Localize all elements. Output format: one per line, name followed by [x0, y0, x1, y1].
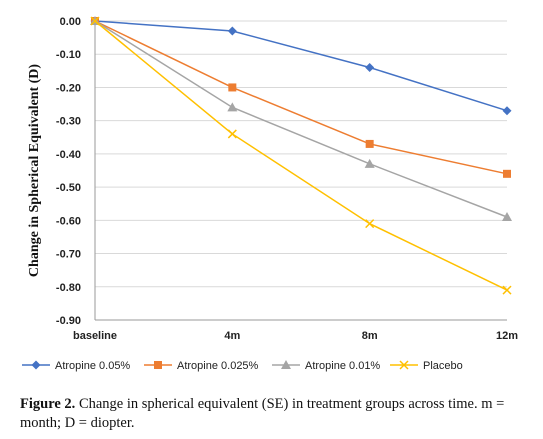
data-point-series-4 — [365, 219, 375, 229]
legend-marker — [154, 361, 162, 369]
legend-marker — [31, 360, 41, 370]
y-axis-label: Change in Spherical Equivalent (D) — [27, 64, 42, 277]
data-point-series-3 — [227, 102, 238, 112]
y-tick-label: -0.90 — [56, 315, 81, 327]
legend-label: Atropine 0.01% — [305, 360, 380, 372]
y-tick-label: -0.80 — [56, 282, 81, 294]
data-point-series-3 — [502, 212, 512, 222]
data-point-series-4 — [90, 16, 100, 26]
figure-caption: Figure 2. Change in spherical equivalent… — [20, 395, 532, 433]
series-line-4 — [94, 20, 508, 291]
legend-marker — [281, 360, 291, 369]
legend-label: Atropine 0.05% — [55, 360, 130, 372]
y-tick-label: -0.10 — [56, 49, 81, 61]
x-tick-label: baseline — [73, 330, 117, 342]
x-tick-label: 8m — [362, 330, 378, 342]
y-tick-label: 0.00 — [60, 16, 81, 28]
x-tick-label: 4m — [224, 330, 240, 342]
data-point-series-2 — [365, 139, 374, 148]
y-tick-label: -0.60 — [56, 215, 81, 227]
caption-text: Change in spherical equivalent (SE) in t… — [20, 396, 505, 431]
data-point-series-2 — [228, 83, 237, 92]
y-tick-label: -0.70 — [56, 249, 81, 261]
y-tick-label: -0.30 — [56, 116, 81, 128]
x-tick-label: 12m — [496, 330, 518, 342]
legend-label: Placebo — [423, 360, 463, 372]
series-line-1 — [94, 20, 508, 112]
figure-label: Figure 2. — [20, 396, 76, 412]
data-point-series-4 — [502, 285, 512, 295]
data-point-series-3 — [364, 158, 375, 168]
y-tick-label: -0.40 — [56, 149, 81, 161]
y-tick-label: -0.20 — [56, 82, 81, 94]
data-point-series-2 — [503, 169, 511, 178]
legend-marker — [399, 360, 409, 370]
data-point-series-1 — [365, 63, 375, 73]
series-line-3 — [94, 20, 508, 218]
data-point-series-4 — [227, 129, 237, 139]
series-line-2 — [94, 20, 508, 175]
y-tick-label: -0.50 — [56, 182, 81, 194]
data-point-series-1 — [227, 26, 237, 36]
legend-label: Atropine 0.025% — [177, 360, 259, 372]
data-point-series-1 — [502, 106, 512, 116]
line-chart: 0.00 -0.10 -0.20 -0.30 -0.40 -0.50 -0.60 -0.70 -… — [22, 16, 518, 372]
